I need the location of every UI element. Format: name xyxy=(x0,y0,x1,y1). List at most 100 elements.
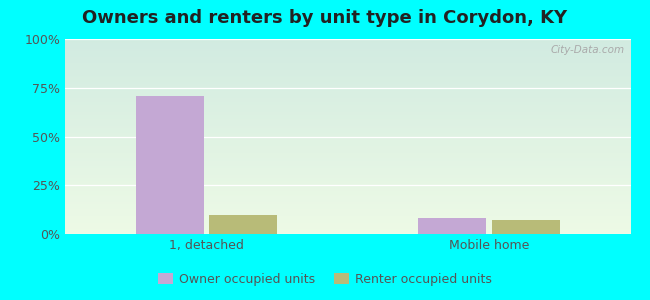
Bar xyxy=(65,187,630,188)
Bar xyxy=(65,63,630,64)
Bar xyxy=(65,227,630,228)
Bar xyxy=(65,113,630,114)
Bar xyxy=(65,211,630,212)
Bar xyxy=(65,120,630,121)
Bar xyxy=(65,40,630,41)
Bar xyxy=(65,73,630,74)
Bar xyxy=(65,219,630,220)
Bar xyxy=(65,202,630,203)
Bar xyxy=(65,50,630,51)
Bar xyxy=(65,93,630,94)
Bar xyxy=(65,55,630,56)
Bar xyxy=(65,87,630,88)
Bar xyxy=(65,152,630,153)
Bar xyxy=(65,188,630,189)
Bar xyxy=(65,80,630,81)
Bar xyxy=(65,160,630,161)
Bar xyxy=(65,163,630,164)
Bar xyxy=(65,90,630,91)
Bar xyxy=(65,198,630,199)
Bar xyxy=(65,46,630,47)
Bar xyxy=(65,168,630,169)
Bar xyxy=(65,123,630,124)
Bar xyxy=(65,158,630,159)
Bar xyxy=(65,44,630,45)
Bar xyxy=(65,161,630,162)
Bar xyxy=(65,131,630,132)
Bar xyxy=(65,176,630,177)
Bar xyxy=(492,220,560,234)
Bar xyxy=(65,159,630,160)
Bar xyxy=(65,201,630,202)
Bar xyxy=(65,143,630,144)
Bar xyxy=(65,100,630,101)
Bar xyxy=(65,230,630,231)
Bar xyxy=(65,142,630,143)
Bar xyxy=(65,190,630,191)
Bar xyxy=(65,70,630,71)
Bar xyxy=(65,132,630,133)
Bar xyxy=(65,121,630,122)
Bar xyxy=(65,191,630,192)
Bar xyxy=(65,156,630,157)
Bar xyxy=(65,124,630,125)
Bar xyxy=(65,181,630,182)
Bar xyxy=(65,195,630,196)
Bar xyxy=(65,193,630,194)
Bar xyxy=(65,125,630,126)
Bar xyxy=(65,134,630,136)
Bar xyxy=(65,210,630,211)
Bar xyxy=(65,95,630,97)
Bar xyxy=(65,104,630,105)
Bar xyxy=(65,101,630,102)
Bar xyxy=(65,167,630,168)
Bar xyxy=(65,105,630,106)
Legend: Owner occupied units, Renter occupied units: Owner occupied units, Renter occupied un… xyxy=(153,268,497,291)
Bar xyxy=(65,137,630,138)
Bar xyxy=(65,111,630,112)
Bar xyxy=(65,107,630,108)
Bar xyxy=(65,164,630,165)
Bar xyxy=(65,183,630,184)
Bar xyxy=(65,189,630,190)
Bar xyxy=(65,91,630,92)
Bar xyxy=(65,102,630,103)
Bar xyxy=(65,173,630,175)
Bar xyxy=(65,184,630,185)
Bar xyxy=(65,58,630,59)
Bar xyxy=(65,140,630,141)
Text: City-Data.com: City-Data.com xyxy=(551,45,625,55)
Bar xyxy=(65,68,630,69)
Bar xyxy=(65,88,630,89)
Bar xyxy=(65,47,630,48)
Bar xyxy=(65,51,630,52)
Bar xyxy=(65,205,630,206)
Bar xyxy=(65,108,630,109)
Bar xyxy=(65,72,630,73)
Bar xyxy=(419,218,486,234)
Bar xyxy=(65,204,630,205)
Bar xyxy=(65,171,630,172)
Bar xyxy=(65,169,630,170)
Bar xyxy=(65,231,630,232)
Bar xyxy=(65,209,630,210)
Bar xyxy=(65,54,630,55)
Bar xyxy=(65,139,630,140)
Bar xyxy=(65,166,630,167)
Bar xyxy=(65,117,630,118)
Bar xyxy=(65,76,630,77)
Bar xyxy=(65,203,630,204)
Bar xyxy=(65,69,630,70)
Bar xyxy=(65,53,630,54)
Bar xyxy=(65,67,630,68)
Bar xyxy=(65,208,630,209)
Bar xyxy=(65,165,630,166)
Bar xyxy=(65,207,630,208)
Bar xyxy=(65,52,630,53)
Bar xyxy=(65,74,630,75)
Bar xyxy=(65,200,630,201)
Bar xyxy=(65,61,630,62)
Bar xyxy=(65,226,630,227)
Bar xyxy=(209,214,277,234)
Bar xyxy=(65,94,630,95)
